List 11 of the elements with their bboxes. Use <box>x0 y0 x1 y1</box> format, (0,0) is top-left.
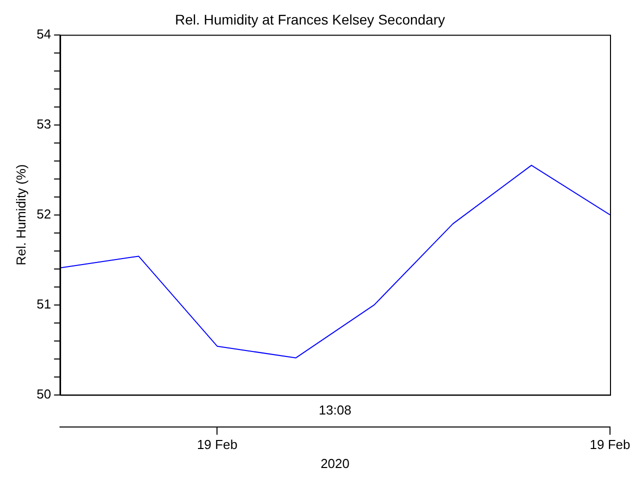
chart-title: Rel. Humidity at Frances Kelsey Secondary <box>175 11 445 28</box>
y-tick-label: 54 <box>36 26 52 42</box>
text: 13:08 <box>318 402 352 418</box>
x-tick-label: 19 Feb <box>590 437 630 452</box>
x-tick-label: 19 Feb <box>196 437 238 452</box>
y-tick-label: 51 <box>36 296 52 312</box>
y-axis-title: Rel. Humidity (%) <box>13 164 28 266</box>
y-tick-label: 53 <box>36 116 52 132</box>
y-tick-label: 50 <box>36 386 52 402</box>
x-axis-title: 2020 <box>320 456 350 471</box>
y-tick-label: 52 <box>36 206 52 222</box>
